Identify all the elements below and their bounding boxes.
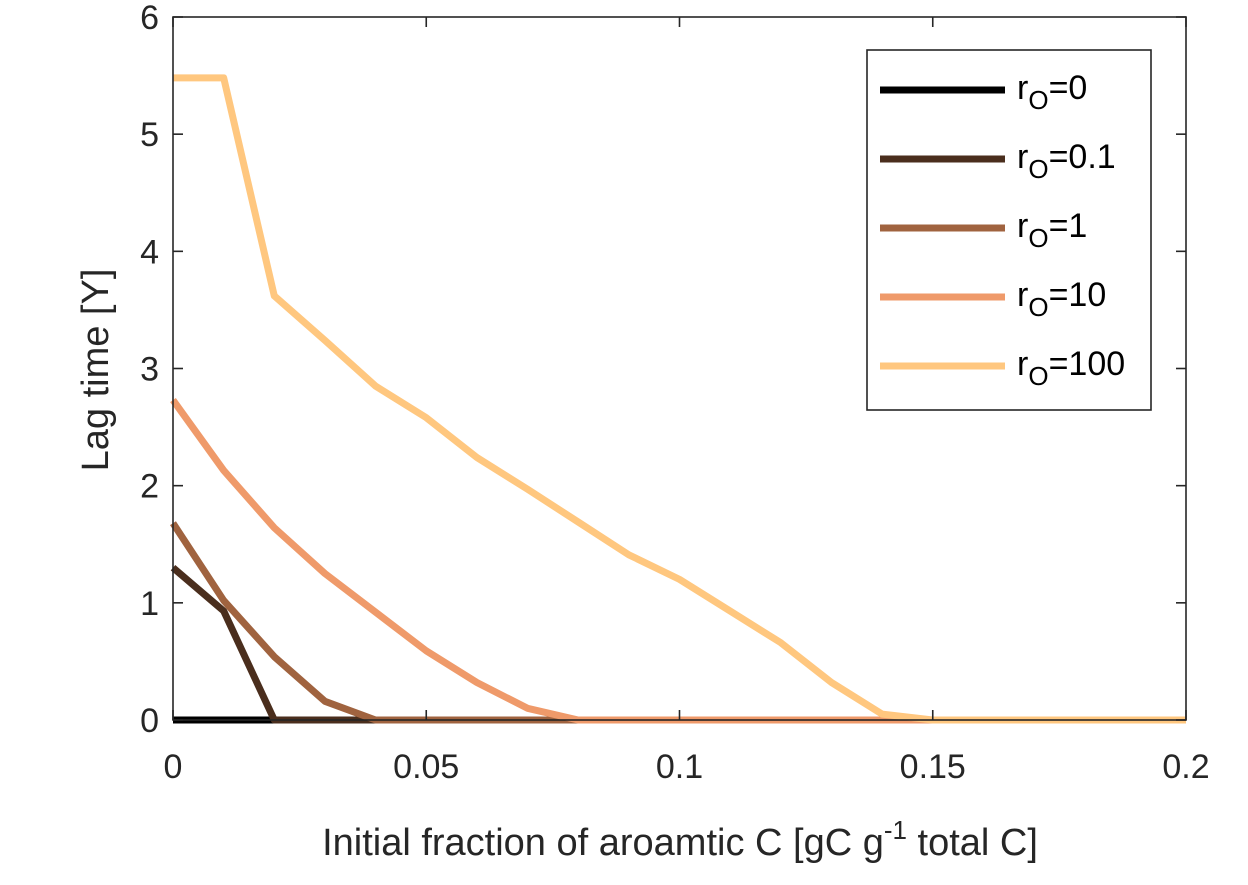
y-tick-label: 5 [140,116,159,154]
x-axis-title-main: Initial fraction of aroamtic C [gC g [322,822,884,864]
legend-label: rO=1 [1017,207,1087,253]
y-tick-label: 0 [140,702,159,740]
legend: rO=0 rO=0.1 rO=1 rO=10 rO=100 [866,49,1152,411]
x-tick-label: 0 [164,748,183,786]
x-tick-label: 0.2 [1162,748,1209,786]
x-tick-label: 0.05 [393,748,459,786]
x-axis-title: Initial fraction of aroamtic C [gC g-1 t… [322,815,1038,864]
y-tick-label: 3 [140,351,159,389]
y-axis-title: Lag time [Y] [75,269,117,472]
legend-entries: rO=0 rO=0.1 rO=1 rO=10 rO=100 [880,69,1125,391]
legend-label: rO=0 [1017,69,1087,115]
y-tick-label: 1 [140,585,159,623]
legend-label: rO=10 [1017,276,1106,322]
x-axis-title-superscript: -1 [884,815,907,845]
x-tick-label: 0.15 [900,748,966,786]
tick-labels-layer: 0 0.05 0.1 0.15 0.2 0 1 2 3 4 5 6 [140,0,1210,786]
y-tick-label: 6 [140,0,159,37]
legend-label: rO=100 [1017,345,1125,391]
legend-label: rO=0.1 [1017,138,1116,184]
x-axis-title-rest: total C] [907,822,1038,864]
ticks-layer [172,16,1187,721]
y-tick-label: 2 [140,468,159,506]
y-tick-label: 4 [140,233,159,271]
x-tick-label: 0.1 [656,748,703,786]
